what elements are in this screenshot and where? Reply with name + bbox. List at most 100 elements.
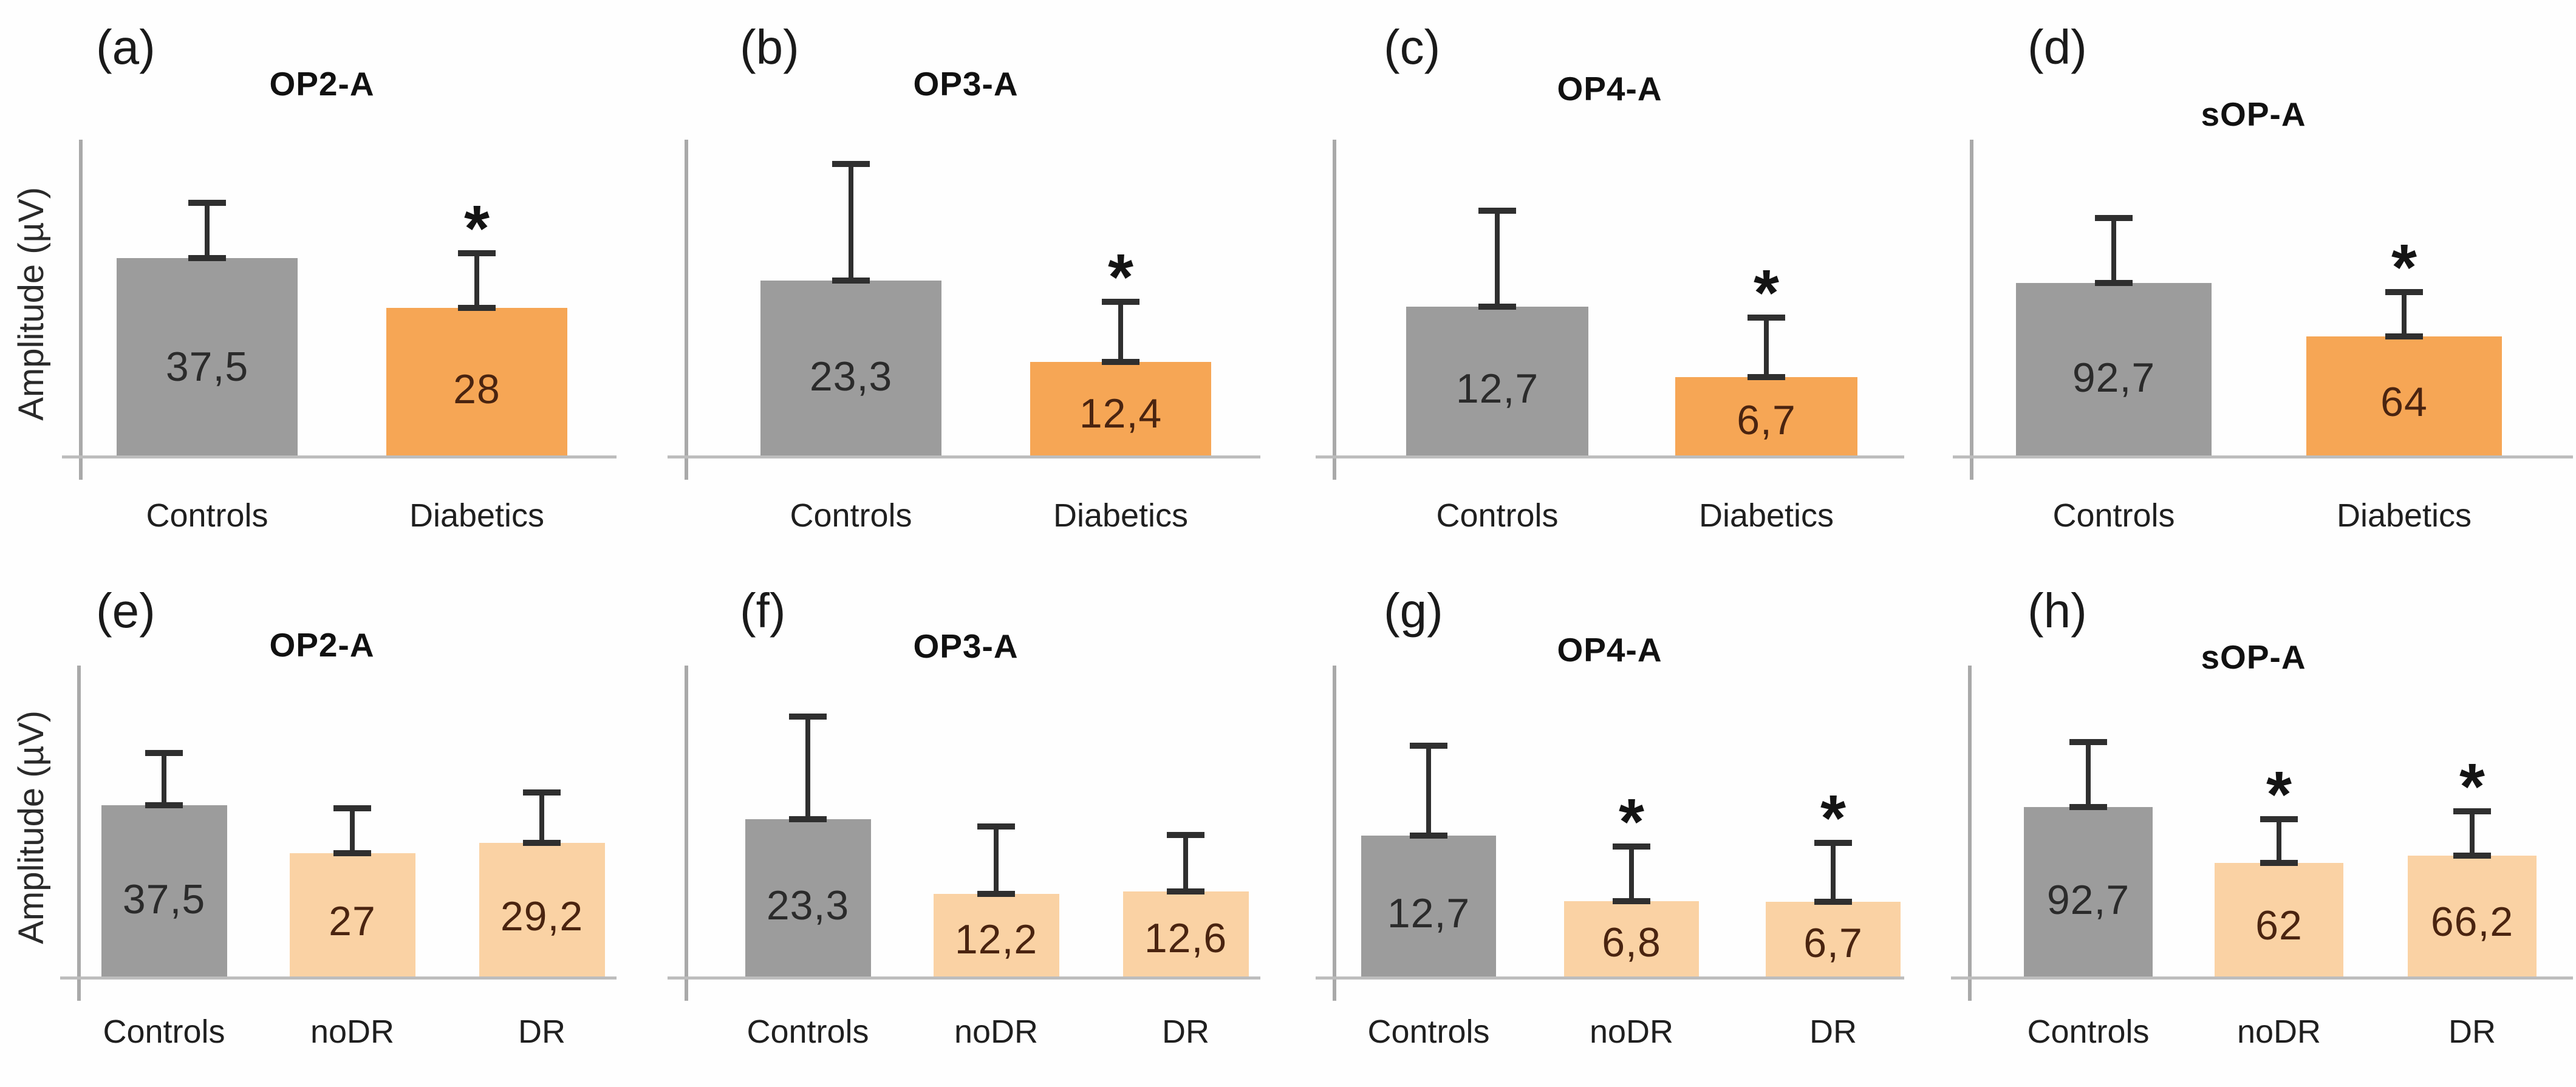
x-axis-line [668,976,1260,980]
error-bar-stem [1426,746,1431,836]
error-bar-bottom-cap [977,891,1015,897]
panel-letter: (d) [2028,20,2087,74]
x-tick-label: DR [1809,1014,1857,1050]
bar-value-label: 6,8 [1602,919,1661,966]
error-bar-top-cap [188,200,226,206]
panel-title: OP4-A [1557,70,1662,107]
error-bar-stem [849,164,853,281]
error-bar-stem [350,808,355,853]
panel-title: OP2-A [269,65,375,103]
bar-nodr [1564,901,1699,976]
error-bar-top-cap [2385,289,2423,295]
panel-letter: (e) [96,584,155,638]
panel-letter: (b) [740,20,799,74]
error-bar [188,200,226,261]
error-bar [2453,808,2491,859]
error-bar [145,750,183,808]
y-axis-line [77,666,81,1001]
error-bar-top-cap [523,789,561,796]
error-bar-top-cap [1613,843,1650,850]
error-bar-top-cap [1102,299,1139,305]
error-bar-bottom-cap [2260,860,2298,866]
error-bar-bottom-cap [1814,899,1852,905]
bar-value-label: 23,3 [766,882,850,929]
error-bar-stem [1764,318,1769,377]
bar-value-label: 6,7 [1737,397,1796,443]
panel-title: OP2-A [269,626,375,664]
x-tick-label: Controls [1436,497,1559,534]
bar-nodr [289,853,415,976]
y-axis-line [1333,666,1336,1001]
significance-asterisk: * [2391,230,2417,304]
bar-value-label: 12,4 [1079,390,1163,437]
bar-diabetics [1030,362,1211,455]
panel-title: OP3-A [913,627,1019,665]
error-bar-bottom-cap [2069,804,2107,810]
bar-value-label: 92,7 [2046,877,2130,923]
error-bar-bottom-cap [1102,359,1139,365]
error-bar-top-cap [1478,208,1516,214]
error-bar-stem [2402,292,2407,336]
error-bar-top-cap [2069,739,2107,745]
error-bar-bottom-cap [2453,853,2491,859]
x-tick-label: Controls [746,1014,869,1050]
bar-controls [2016,283,2212,455]
error-bar-bottom-cap [145,802,183,808]
panel-letter: (g) [1384,584,1443,638]
x-tick-label: DR [1162,1014,1209,1050]
error-bar-bottom-cap [1167,888,1204,894]
error-bar [977,823,1015,897]
error-bar-top-cap [832,161,870,167]
error-bar-bottom-cap [333,850,371,856]
bar-value-label: 37,5 [122,876,206,922]
error-bar [1167,832,1204,894]
x-tick-label: Diabetics [1698,497,1834,534]
error-bar [789,714,827,822]
y-axis-line [79,140,83,480]
x-axis-line [60,976,617,980]
error-bar [1478,208,1516,310]
significance-asterisk: * [1107,240,1134,313]
error-bar-bottom-cap [832,278,870,284]
significance-asterisk: * [1753,256,1780,329]
significance-asterisk: * [1618,785,1645,858]
x-axis-line [62,455,617,458]
error-bar-top-cap [2453,808,2491,814]
x-tick-label: Controls [2052,497,2175,534]
error-bar-top-cap [333,805,371,811]
x-tick-label: noDR [310,1014,395,1050]
x-tick-label: noDR [954,1014,1039,1050]
bar-dr [479,843,605,976]
bar-controls [1361,836,1496,976]
significance-asterisk: * [2266,757,2292,831]
x-tick-label: noDR [1589,1014,1674,1050]
error-bar-stem [1495,211,1500,307]
x-tick-label: DR [2448,1014,2496,1050]
x-axis-line [1953,455,2573,458]
error-bar-stem [474,253,479,308]
panel-title: OP3-A [913,65,1019,103]
bar-nodr [933,894,1059,976]
significance-asterisk: * [1820,781,1847,854]
bar-nodr [2215,863,2343,976]
error-bar [333,805,371,856]
bar-value-label: 64 [2380,379,2428,425]
panel-letter: (f) [740,584,786,638]
y-axis-line [1333,140,1336,480]
error-bar-bottom-cap [2385,333,2423,339]
error-bar-stem [994,826,999,894]
x-tick-label: Diabetics [1053,497,1189,534]
bar-controls [101,805,227,976]
x-tick-label: Controls [790,497,912,534]
x-tick-label: Diabetics [409,497,545,534]
y-axis-line [685,140,688,480]
error-bar-stem [205,203,210,258]
x-axis-line [1316,455,1904,458]
error-bar-bottom-cap [789,816,827,822]
bar-value-label: 6,7 [1803,920,1863,966]
